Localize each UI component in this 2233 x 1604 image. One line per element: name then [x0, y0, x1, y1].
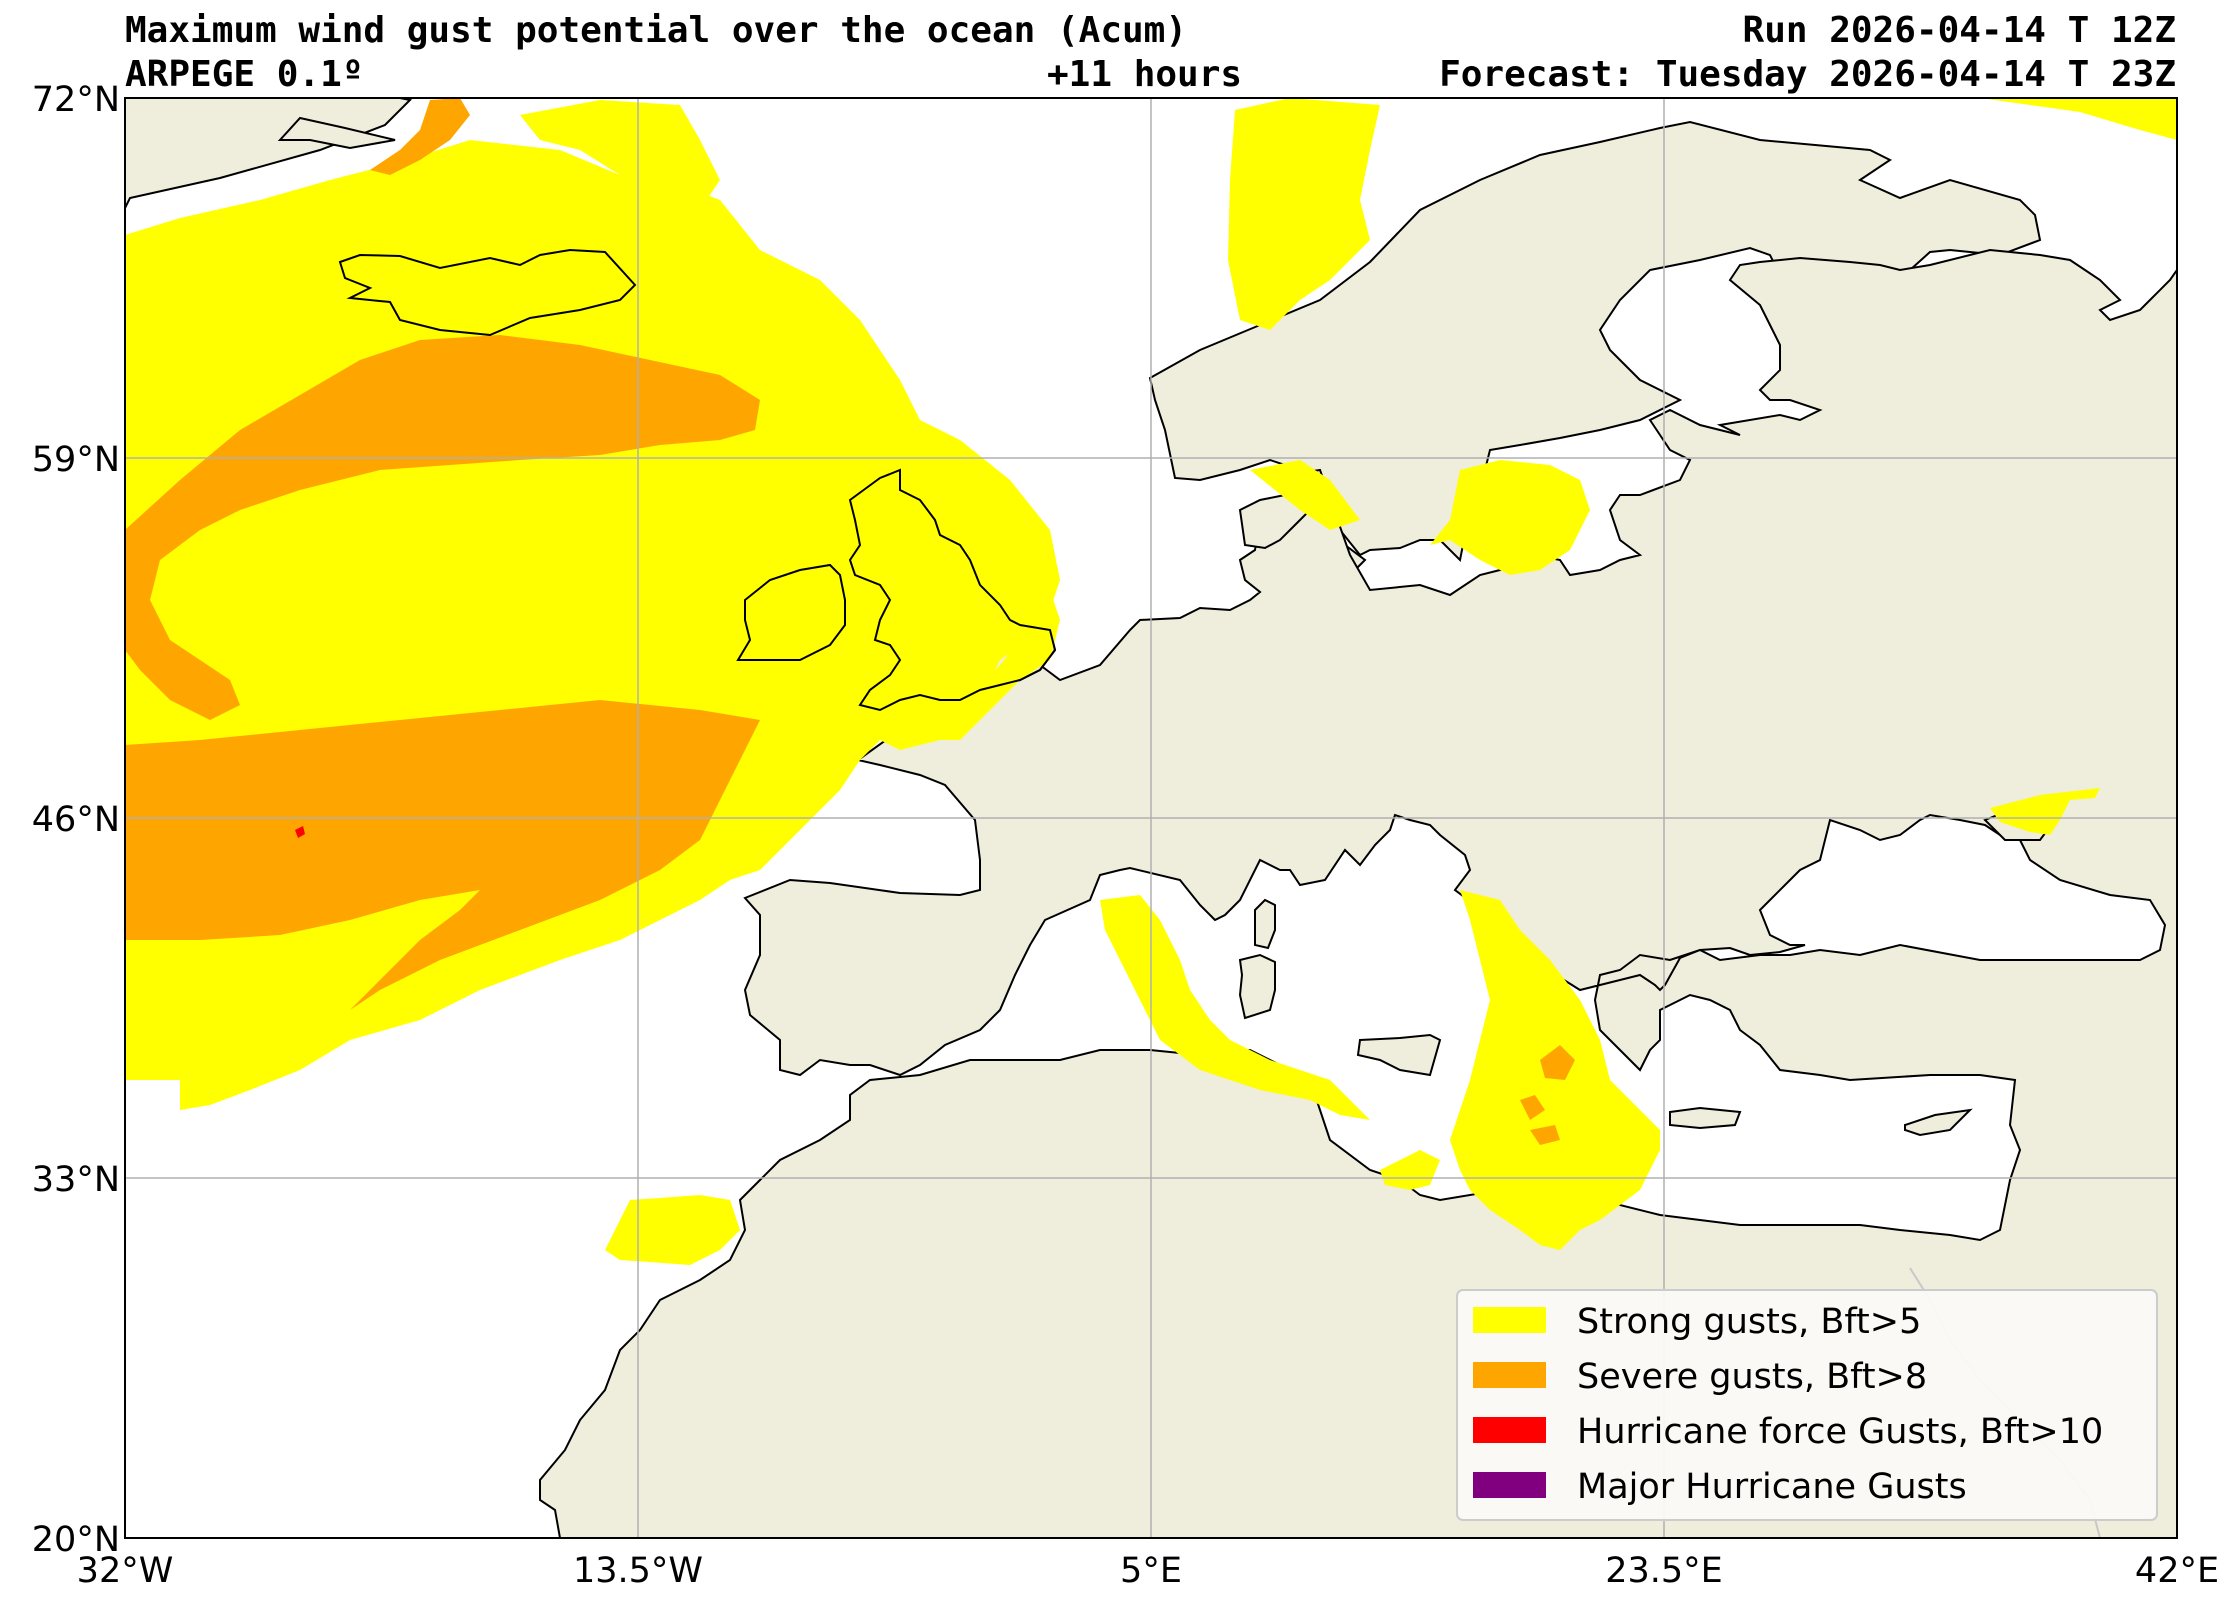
- legend-swatch-major-hurricane: [1473, 1472, 1546, 1498]
- legend-box: [1456, 1289, 2158, 1521]
- lat-label-46n: 46°N: [32, 800, 120, 840]
- lat-label-59n: 59°N: [32, 440, 120, 480]
- map-title: Maximum wind gust potential over the oce…: [125, 10, 1188, 51]
- sardinia: [1238, 953, 1276, 1020]
- lon-label-5e: 5°E: [1120, 1551, 1182, 1591]
- lon-label-42e: 42°E: [2135, 1551, 2219, 1591]
- crete: [1669, 1106, 1742, 1130]
- hurricane-gusts-layer: [295, 826, 305, 838]
- ireland-coastline: [736, 563, 846, 661]
- great-britain-coastline: [848, 468, 1057, 712]
- legend-label-hurricane: Hurricane force Gusts, Bft>10: [1577, 1412, 2103, 1452]
- run-label: Run 2026-04-14 T 12Z: [1742, 10, 2176, 51]
- legend-label-severe: Severe gusts, Bft>8: [1577, 1357, 1927, 1397]
- forecast-label: Forecast: Tuesday 2026-04-14 T 23Z: [1439, 54, 2176, 95]
- atlantic-severe-band-south: [125, 700, 760, 1010]
- legend-swatch-strong: [1473, 1307, 1546, 1333]
- jutland: [1238, 488, 1312, 550]
- lat-label-33n: 33°N: [32, 1160, 120, 1200]
- denmark-strait-severe-gusts: [370, 98, 470, 175]
- ionian-severe-gusts: [1540, 1045, 1575, 1080]
- legend: Strong gusts, Bft>5 Severe gusts, Bft>8 …: [1456, 1289, 2158, 1521]
- hurricane-gust-spot: [295, 826, 305, 838]
- legend-label-major-hurricane: Major Hurricane Gusts: [1577, 1467, 1967, 1507]
- scandinavia-landmass: [1148, 120, 2042, 563]
- severe-gusts-layer: [125, 98, 1575, 1145]
- iceland-coastline: [338, 248, 637, 337]
- legend-swatch-hurricane: [1473, 1417, 1546, 1443]
- baltic-strong-gusts: [1430, 460, 1590, 575]
- libyan-sea-strong-gusts: [1380, 1150, 1440, 1190]
- lon-label-13-5w: 13.5°W: [573, 1551, 703, 1591]
- atlantic-severe-band-north: [125, 335, 760, 720]
- greenland-landmass: [125, 98, 413, 209]
- skagerrak-strong-gusts: [1250, 460, 1360, 530]
- gridlines: [125, 98, 2177, 1538]
- barents-strong-gusts: [1980, 98, 2177, 140]
- norwegian-sea-strong-gusts: [1228, 98, 1380, 330]
- sicily: [1356, 1033, 1442, 1077]
- ionian-severe-gusts-2: [1520, 1095, 1545, 1120]
- corsica: [1254, 898, 1276, 950]
- lon-label-32w: 32°W: [77, 1551, 174, 1591]
- legend-label-strong: Strong gusts, Bft>5: [1577, 1302, 1921, 1342]
- north-sea-strong-gusts: [940, 500, 1060, 740]
- map-frame: [124, 97, 2178, 1539]
- model-label: ARPEGE 0.1º: [125, 54, 364, 95]
- lat-label-72n: 72°N: [32, 80, 120, 120]
- legend-swatch-severe: [1473, 1362, 1546, 1388]
- tyrrhenian-strong-gusts: [1100, 895, 1370, 1120]
- cyprus: [1904, 1108, 1973, 1137]
- black-sea-strong-gusts: [1990, 788, 2100, 835]
- greenland-sea-strong-gusts: [520, 100, 720, 210]
- greenland-islet: [277, 116, 396, 150]
- lead-time-label: +11 hours: [1047, 54, 1243, 95]
- lat-label-20n: 20°N: [32, 1520, 120, 1560]
- ionian-severe-gusts-3: [1530, 1125, 1560, 1145]
- coastline-layer: [338, 248, 1057, 712]
- lon-label-23-5e: 23.5°E: [1605, 1551, 1723, 1591]
